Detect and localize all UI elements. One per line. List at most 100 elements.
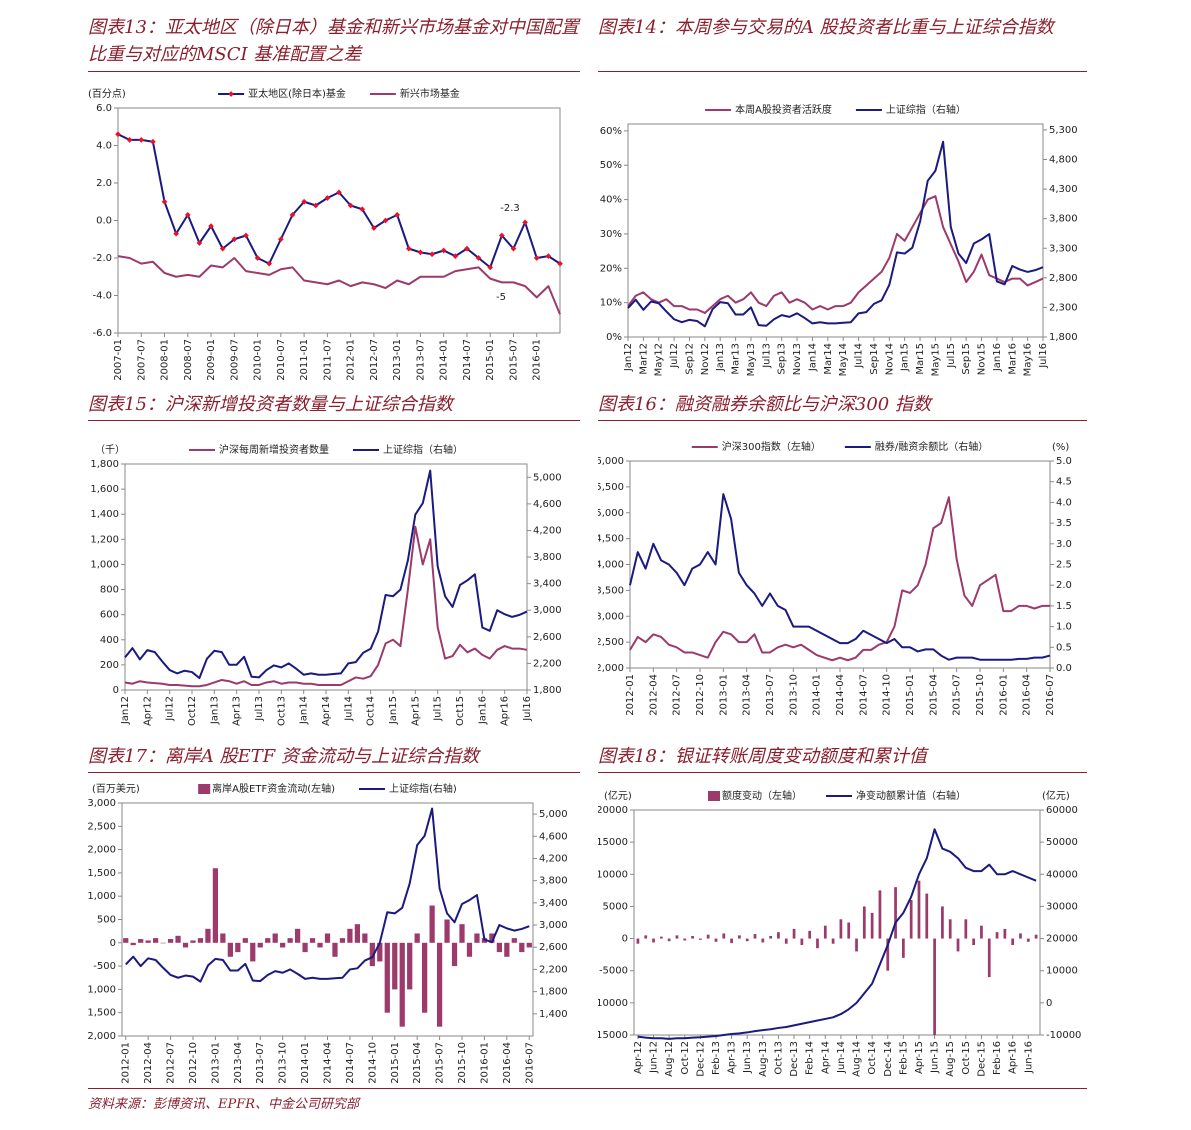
y-tick-label: 1,500 [88, 868, 116, 879]
x-tick-label: 2012-04 [143, 1042, 154, 1084]
point-marker [522, 219, 528, 226]
x-tick-label: Jun-13 [742, 1041, 753, 1074]
y-tick-label: 0 [1046, 998, 1052, 1009]
y-axis-unit: (亿元) [604, 789, 632, 802]
point-marker [464, 245, 470, 252]
x-tick-label: 2014-07 [345, 1042, 356, 1084]
y-tick-label: 200 [100, 660, 119, 671]
series-line [124, 525, 528, 688]
legend-label: 本周A股投资者活跃度 [735, 103, 832, 116]
x-tick-label: Aug-13 [758, 1041, 769, 1077]
x-tick-label: 2009-07 [229, 339, 240, 381]
bar [496, 942, 502, 953]
bar [714, 938, 718, 942]
point-marker [336, 189, 342, 196]
y-tick-label: 15000 [598, 837, 628, 848]
x-tick-label: 2016-04 [502, 1042, 513, 1084]
bar [987, 938, 991, 978]
bar [227, 942, 233, 957]
legend-item: 离岸A股ETF资金流动(左轴) [198, 782, 335, 795]
x-tick-label: Apr15 [410, 696, 421, 726]
x-tick-label: Jun-16 [1023, 1041, 1034, 1074]
bar [153, 938, 159, 943]
bar [730, 938, 733, 944]
bar [362, 933, 368, 943]
legend-label: 净变动额累计值（右轴） [856, 789, 966, 802]
x-tick-label: Dec-13 [789, 1041, 800, 1077]
y-tick-label: -1,000 [88, 984, 116, 995]
y-tick-label: 0 [110, 938, 116, 949]
bar [339, 938, 346, 943]
bar [123, 938, 129, 943]
x-tick-label: Jul13 [254, 696, 265, 722]
x-tick-label: May12 [654, 343, 665, 376]
bar [489, 933, 495, 943]
legend-label: 新兴市场基金 [400, 87, 460, 100]
bar [272, 933, 278, 943]
y-tick-label: 5.0 [1056, 456, 1072, 467]
x-tick-label: 2011-01 [299, 339, 310, 381]
y-tick-label: 20000 [598, 805, 628, 816]
bar [933, 938, 936, 1035]
y-tick-label: 2.0 [1056, 580, 1072, 591]
legend-label: 额度变动（左轴） [722, 789, 802, 802]
x-tick-label: Apr-15 [914, 1041, 925, 1074]
legend-item: 沪深每周新增投资者数量 [189, 443, 329, 456]
point-marker [184, 212, 191, 218]
bar [792, 928, 796, 939]
x-tick-label: 2014-10 [882, 674, 893, 716]
x-tick-label: 2016-01 [532, 339, 543, 381]
bar [197, 938, 204, 943]
x-tick-label: 2014-01 [812, 674, 823, 716]
x-tick-label: 2015-01 [485, 339, 496, 381]
bar [862, 906, 866, 939]
y-tick-label: 2,500 [598, 637, 624, 648]
x-tick-label: Jan15 [900, 343, 911, 372]
x-tick-label: Jan13 [209, 696, 220, 725]
legend-label: 融券/融资余额比（右轴） [875, 440, 988, 453]
bar [886, 938, 890, 971]
y-tick-label: 3,000 [88, 798, 116, 809]
x-tick-label: 2013-01 [718, 674, 729, 716]
x-tick-label: Apr12 [142, 696, 153, 726]
bar [855, 938, 858, 952]
x-tick-label: 2015-07 [435, 1042, 446, 1084]
x-tick-label: Jan16 [992, 343, 1003, 372]
point-marker [243, 232, 249, 239]
bar [332, 942, 338, 957]
series-line [637, 828, 1037, 1040]
bar [761, 938, 765, 943]
point-marker [219, 245, 226, 252]
point-marker [231, 236, 238, 243]
bar [1019, 933, 1022, 939]
bar [659, 936, 663, 939]
series-line [629, 496, 1050, 662]
y-tick-label: 3.5 [1056, 518, 1072, 529]
x-tick-label: Aug-12 [664, 1041, 675, 1077]
bar [738, 935, 741, 939]
y-tick-label: 1,600 [90, 484, 119, 495]
x-tick-label: 2012-01 [346, 339, 357, 381]
bar [941, 906, 944, 939]
chart-title: 图表18：银证转账周度变动额度和累计值 [598, 746, 927, 767]
x-tick-label: 2012-10 [695, 674, 706, 716]
y-tick-label: 2,000 [88, 845, 116, 856]
y-tick-label: 1,400 [90, 509, 119, 520]
y2-axis-unit: (亿元) [1042, 789, 1070, 802]
y-tick-label: 4.0 [1056, 497, 1072, 508]
bar [257, 942, 263, 948]
y-tick-label: 20% [600, 263, 622, 274]
x-tick-label: Jul12 [165, 696, 176, 722]
legend-item: 上证综指(右轴) [359, 782, 457, 795]
point-marker [510, 245, 517, 252]
legend: 亚太地区(除日本)基金 新兴市场基金 [218, 87, 460, 100]
bar [847, 922, 851, 939]
y-tick-label: 2,300 [1049, 302, 1078, 313]
x-tick-label: Apr-16 [1008, 1041, 1019, 1074]
legend-item: 净变动额累计值（右轴） [826, 789, 966, 802]
x-tick-label: 2014-04 [323, 1042, 334, 1084]
y-tick-label: 500 [97, 915, 116, 926]
x-tick-label: Jan13 [715, 343, 726, 372]
x-tick-label: May15 [930, 343, 941, 376]
x-tick-label: Apr13 [232, 696, 243, 726]
